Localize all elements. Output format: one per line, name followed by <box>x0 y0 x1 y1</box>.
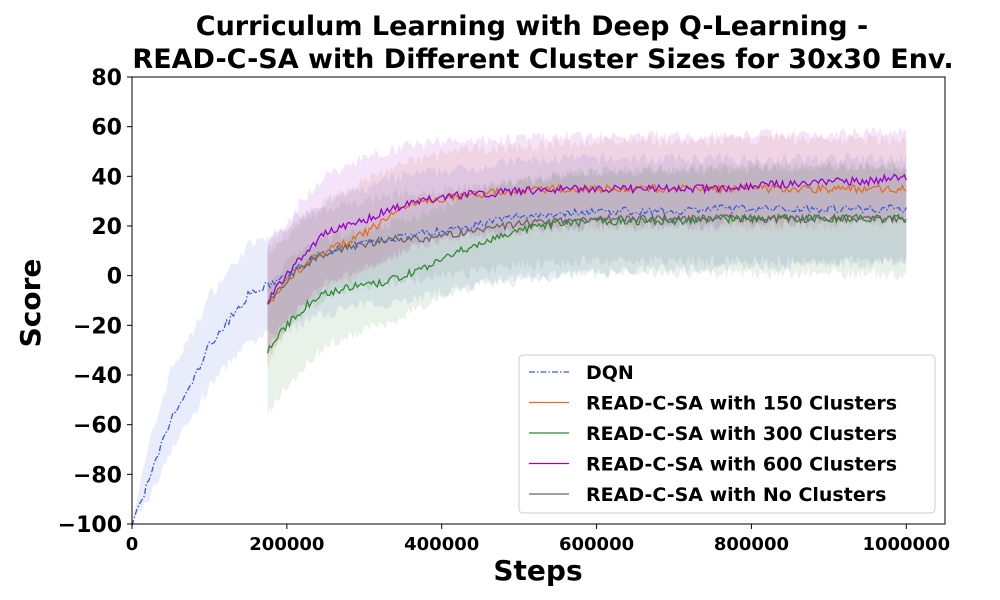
legend-label-read-c-sa-with-no-clusters: READ-C-SA with No Clusters <box>586 484 886 506</box>
chart-title-line-1: Curriculum Learning with Deep Q-Learning… <box>196 11 868 42</box>
x-tick-label: 1000000 <box>862 534 950 555</box>
x-axis-ticks: 0 200000 400000 600000 800000 1000000 <box>126 524 950 555</box>
y-tick-label: 40 <box>91 165 122 190</box>
y-tick-label: 20 <box>91 215 122 240</box>
y-tick-label: −60 <box>73 414 122 439</box>
y-tick-label: −20 <box>73 314 122 339</box>
band-read-c-sa-with-300-clusters <box>267 160 907 418</box>
plot-frame <box>131 76 946 525</box>
series-line-read-c-sa-with-150-clusters <box>267 183 907 306</box>
legend-label-read-c-sa-with-600-clusters: READ-C-SA with 600 Clusters <box>586 454 897 476</box>
chart-title-line-2: READ-C-SA with Different Cluster Sizes f… <box>132 44 953 75</box>
x-axis-label: Steps <box>493 554 582 587</box>
x-tick-label: 800000 <box>714 534 789 555</box>
y-axis-label: Score <box>14 259 47 348</box>
legend: DQN READ-C-SA with 150 Clusters READ-C-SA … <box>518 354 936 514</box>
y-tick-label: 0 <box>107 265 122 290</box>
x-tick-label: 0 <box>126 534 139 555</box>
y-tick-label: −100 <box>58 513 122 538</box>
x-tick-label: 400000 <box>404 534 479 555</box>
legend-label-read-c-sa-with-150-clusters: READ-C-SA with 150 Clusters <box>586 393 897 415</box>
band-dqn <box>132 152 907 526</box>
series-lines <box>131 173 907 526</box>
series-line-read-c-sa-with-no-clusters <box>266 212 907 303</box>
y-axis-ticks: −100 −80 −60 −40 −20 0 20 40 60 80 <box>58 66 132 538</box>
series-line-read-c-sa-with-600-clusters <box>266 173 907 305</box>
y-tick-label: 60 <box>91 116 122 141</box>
y-tick-label: −80 <box>73 463 122 488</box>
y-tick-label: 80 <box>91 66 122 91</box>
x-tick-label: 600000 <box>559 534 634 555</box>
legend-box <box>518 354 936 514</box>
band-read-c-sa-with-150-clusters <box>267 133 907 368</box>
x-tick-label: 200000 <box>249 534 324 555</box>
legend-label-read-c-sa-with-300-clusters: READ-C-SA with 300 Clusters <box>586 423 897 445</box>
y-tick-label: −40 <box>73 364 122 389</box>
legend-label-dqn: DQN <box>586 362 634 384</box>
